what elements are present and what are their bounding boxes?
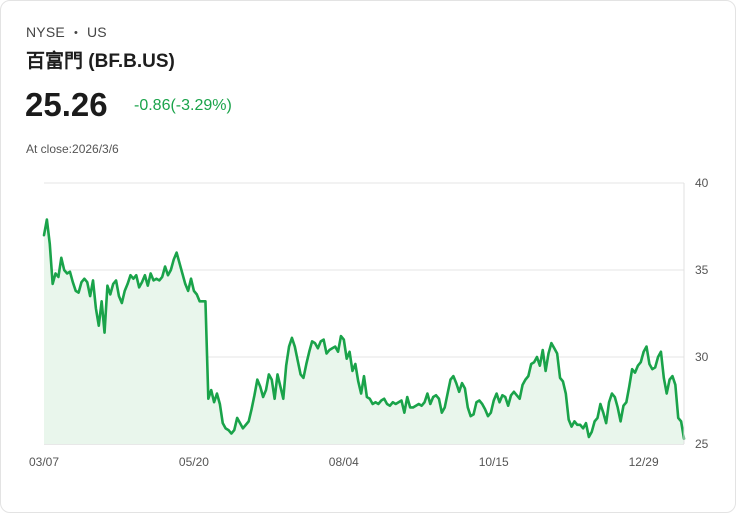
last-price: 25.26 — [25, 86, 108, 123]
x-tick-label: 10/15 — [479, 455, 509, 469]
stock-title: 百富門 (BF.B.US) — [26, 51, 175, 72]
y-tick-label: 25 — [695, 437, 709, 451]
x-tick-label: 03/07 — [29, 455, 59, 469]
exchange-label: NYSE — [26, 24, 65, 40]
x-tick-label: 08/04 — [329, 455, 359, 469]
market-label: US — [87, 24, 107, 40]
y-axis-ticks: 40 35 30 25 — [695, 176, 709, 451]
price-change: -0.86(-3.29%) — [134, 97, 232, 114]
x-tick-label: 05/20 — [179, 455, 209, 469]
x-tick-label: 12/29 — [629, 455, 659, 469]
x-axis-ticks: 03/07 05/20 08/04 10/15 12/29 — [29, 455, 659, 469]
close-date: At close:2026/3/6 — [26, 142, 119, 156]
y-tick-label: 30 — [695, 350, 709, 364]
price-line[interactable] — [42, 218, 686, 441]
separator-dot: • — [73, 27, 78, 39]
exchange-row: NYSE • US — [26, 24, 107, 40]
y-tick-label: 40 — [695, 176, 709, 190]
price-area-fill — [44, 219, 684, 444]
y-tick-label: 35 — [695, 263, 709, 277]
